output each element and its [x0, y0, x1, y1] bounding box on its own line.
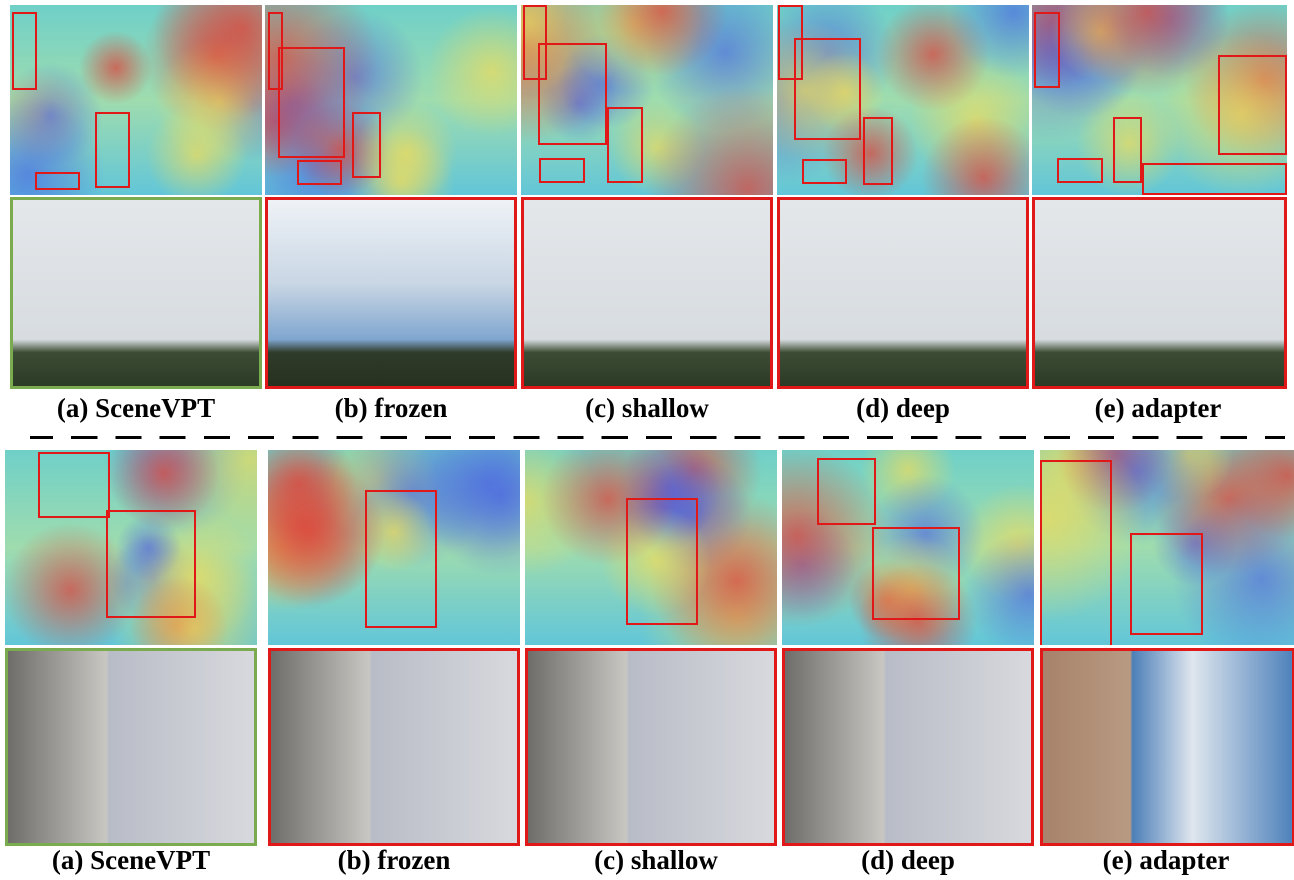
highlight-box — [872, 527, 960, 620]
highlight-box — [817, 458, 876, 525]
heatmap — [5, 450, 257, 645]
highlight-box — [794, 38, 861, 140]
highlight-box — [538, 43, 607, 145]
photo — [1040, 648, 1294, 846]
photo — [1032, 197, 1287, 389]
heatmap — [10, 5, 262, 195]
photo — [525, 648, 777, 846]
highlight-box — [95, 112, 130, 188]
photo — [782, 648, 1034, 846]
caption: (a) SceneVPT — [5, 845, 257, 876]
heatmap — [521, 5, 773, 195]
caption: (d) deep — [782, 845, 1034, 876]
highlight-box — [1113, 117, 1142, 183]
heatmap — [1040, 450, 1294, 645]
heatmap — [525, 450, 777, 645]
photo — [10, 197, 262, 389]
highlight-box — [38, 452, 110, 518]
highlight-box — [1142, 163, 1287, 195]
photo — [268, 648, 520, 846]
highlight-box — [626, 498, 698, 625]
caption: (c) shallow — [530, 845, 782, 876]
highlight-box — [106, 510, 196, 618]
highlight-box — [863, 117, 893, 185]
highlight-box — [1218, 55, 1287, 155]
highlight-box — [1040, 460, 1112, 645]
highlight-box — [607, 107, 643, 183]
photo — [777, 197, 1029, 389]
highlight-box — [1130, 533, 1203, 635]
separator — [30, 436, 1285, 439]
caption: (b) frozen — [265, 393, 517, 424]
highlight-box — [1057, 158, 1103, 183]
caption: (d) deep — [777, 393, 1029, 424]
highlight-box — [297, 160, 342, 185]
highlight-box — [802, 159, 847, 184]
caption: (e) adapter — [1032, 393, 1284, 424]
highlight-box — [278, 47, 345, 158]
highlight-box — [35, 172, 80, 190]
figure: (a) SceneVPT(b) frozen(c) shallow(d) dee… — [0, 0, 1294, 880]
photo — [5, 648, 257, 846]
heatmap — [777, 5, 1029, 195]
caption: (e) adapter — [1040, 845, 1292, 876]
caption: (a) SceneVPT — [10, 393, 262, 424]
heatmap — [268, 450, 520, 645]
caption: (c) shallow — [521, 393, 773, 424]
heatmap — [265, 5, 517, 195]
caption: (b) frozen — [268, 845, 520, 876]
highlight-box — [1034, 12, 1060, 88]
highlight-box — [352, 112, 381, 178]
photo — [521, 197, 773, 389]
highlight-box — [12, 12, 37, 90]
highlight-box — [539, 158, 585, 183]
heatmap — [1032, 5, 1287, 195]
photo — [265, 197, 517, 389]
heatmap — [782, 450, 1034, 645]
highlight-box — [365, 490, 437, 628]
